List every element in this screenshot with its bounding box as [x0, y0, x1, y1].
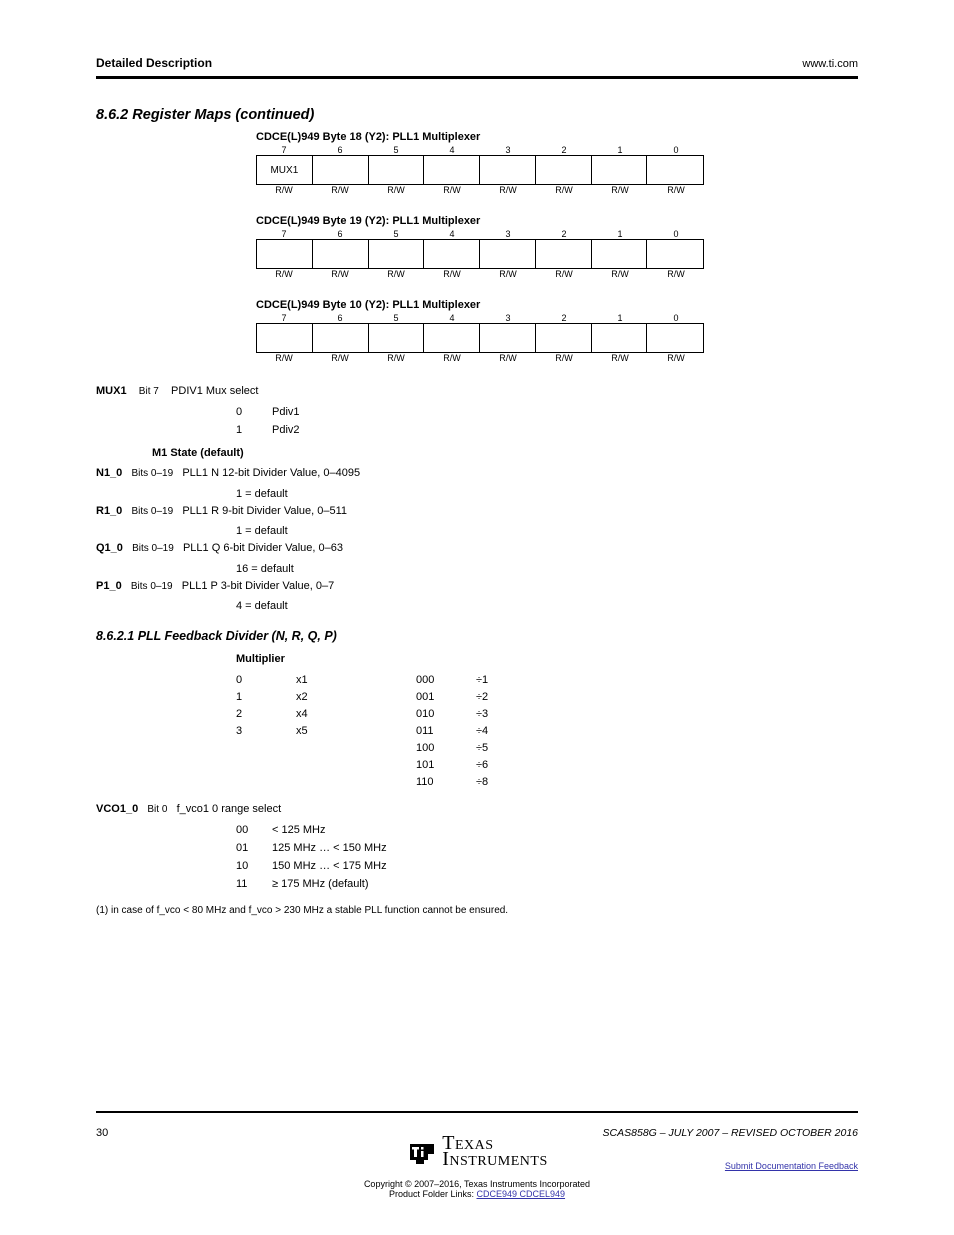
register-block: CDCE(L)949 Byte 19 (Y2): PLL1 Multiplexe… [96, 215, 858, 279]
product-link[interactable]: CDCE949 CDCEL949 [477, 1189, 566, 1199]
footnote: (1) in case of f_vco < 80 MHz and f_vco … [96, 903, 858, 918]
bitnum-row: 76543210 [256, 313, 704, 323]
register-title: CDCE(L)949 Byte 10 (Y2): PLL1 Multiplexe… [256, 299, 858, 311]
bitnum-row: 76543210 [256, 145, 704, 155]
header-right[interactable]: www.ti.com [802, 58, 858, 70]
register-title: CDCE(L)949 Byte 18 (Y2): PLL1 Multiplexe… [256, 131, 858, 143]
header-left: Detailed Description [96, 56, 212, 70]
ti-logo: Texas Instruments [406, 1136, 548, 1168]
field-vco: VCO1_0 Bit 0 f_vco1 0 range select [96, 801, 858, 818]
rw-row: R/WR/WR/WR/WR/WR/WR/WR/W [256, 185, 704, 195]
section-title: 8.6.2 Register Maps (continued) [96, 107, 858, 123]
m1-state: M1 State (default) [152, 445, 858, 462]
bitcell-row [256, 323, 704, 353]
field-p1-note: 4 = default [236, 598, 858, 615]
mux-option-list: 0Pdiv1 1Pdiv2 [236, 404, 858, 439]
bitcell-row [256, 239, 704, 269]
bitcell-row: MUX1 [256, 155, 704, 185]
field-n1: N1_0 Bits 0–19 PLL1 N 12-bit Divider Val… [96, 465, 858, 482]
register-block: CDCE(L)949 Byte 18 (Y2): PLL1 Multiplexe… [96, 131, 858, 195]
rw-row: R/WR/WR/WR/WR/WR/WR/WR/W [256, 269, 704, 279]
footer-product-links: Product Folder Links: CDCE949 CDCEL949 [96, 1189, 858, 1199]
ti-chip-icon [406, 1136, 438, 1168]
multiplier-label: Multiplier [236, 651, 858, 668]
register-block: CDCE(L)949 Byte 10 (Y2): PLL1 Multiplexe… [96, 299, 858, 363]
rw-row: R/WR/WR/WR/WR/WR/WR/WR/W [256, 353, 704, 363]
field-r1: R1_0 Bits 0–19 PLL1 R 9-bit Divider Valu… [96, 503, 858, 520]
multiplier-table: 0x1000÷1 1x2001÷2 2x4010÷3 3x5011÷4 100÷… [236, 672, 858, 791]
footer-copyright: Copyright © 2007–2016, Texas Instruments… [96, 1179, 858, 1189]
register-title: CDCE(L)949 Byte 19 (Y2): PLL1 Multiplexe… [256, 215, 858, 227]
field-n1-note: 1 = default [236, 486, 858, 503]
field-mux1: MUX1 Bit 7 PDIV1 Mux select [96, 383, 858, 400]
feedback-divider-title: 8.6.2.1 PLL Feedback Divider (N, R, Q, P… [96, 629, 858, 643]
field-q1: Q1_0 Bits 0–19 PLL1 Q 6-bit Divider Valu… [96, 540, 858, 557]
field-p1: P1_0 Bits 0–19 PLL1 P 3-bit Divider Valu… [96, 578, 858, 595]
footer-rule [96, 1111, 858, 1113]
field-q1-note: 16 = default [236, 561, 858, 578]
header-rule [96, 76, 858, 79]
bitnum-row: 76543210 [256, 229, 704, 239]
vco-range-list: 00< 125 MHz 01125 MHz … < 150 MHz 10150 … [236, 822, 858, 893]
field-r1-note: 1 = default [236, 523, 858, 540]
footer-logo-area: Texas Instruments Copyright © 2007–2016,… [96, 1136, 858, 1199]
